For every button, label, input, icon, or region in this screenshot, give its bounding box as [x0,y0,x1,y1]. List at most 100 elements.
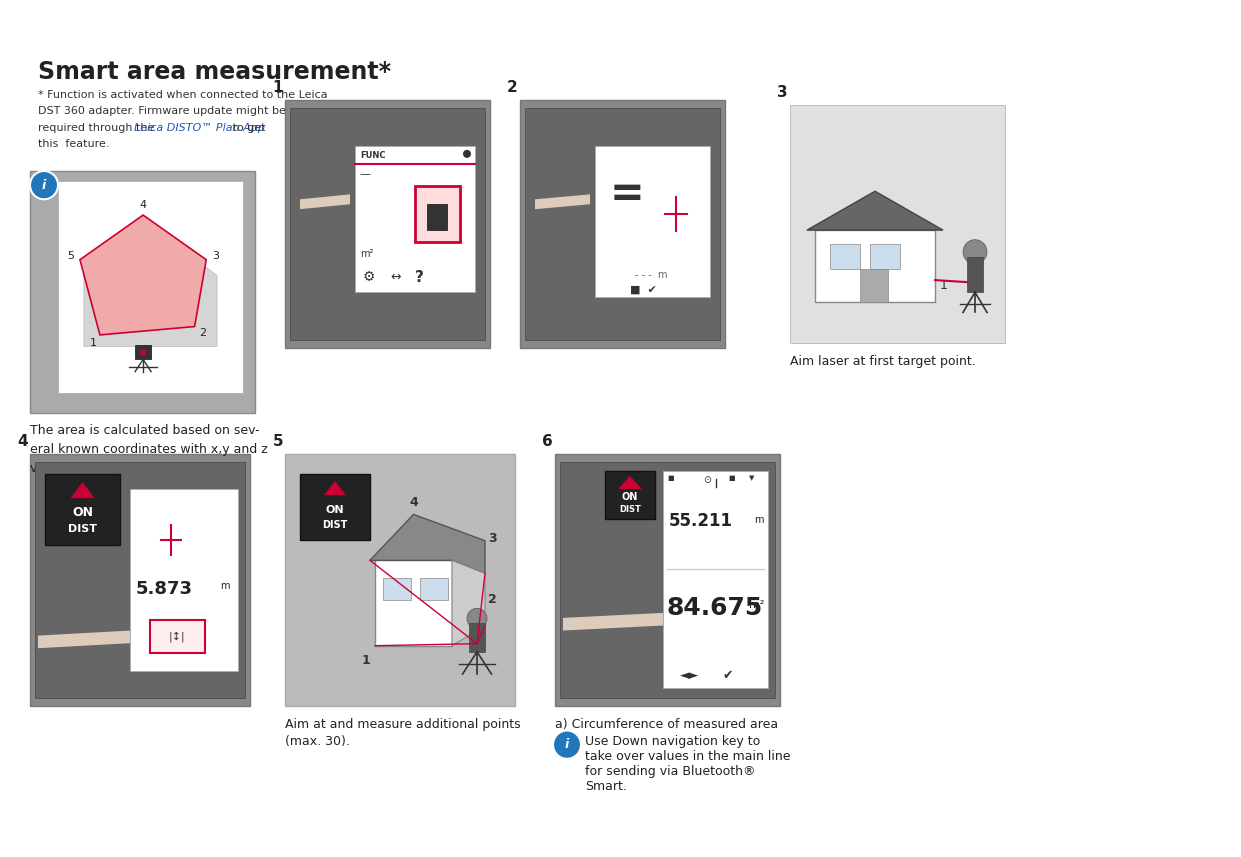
Point [452,659,467,669]
Bar [870,243,900,269]
Polygon shape [618,476,642,489]
Circle shape [30,171,58,200]
Line: 2 pts: 2 pts [370,560,477,644]
Point [757,564,772,574]
Bar [791,105,1005,343]
Point [709,474,724,484]
Point [953,299,968,309]
Bar [427,204,447,230]
Text: ?: ? [414,270,424,285]
Point [469,668,484,679]
Point [144,367,159,377]
Text: take over values in the main line: take over values in the main line [585,750,791,763]
Bar [375,560,452,645]
Point [347,159,362,169]
Bar [414,186,460,242]
Point [135,367,150,377]
Bar [383,578,411,600]
Point [150,362,165,372]
Point [122,362,137,372]
Text: Smart.: Smart. [585,780,627,793]
Point [469,638,484,649]
Text: ■: ■ [666,475,674,481]
Text: =: = [611,173,645,215]
Text: ◄►: ◄► [680,669,699,682]
Point [927,275,942,285]
Bar [594,146,710,297]
Text: ▼: ▼ [750,475,755,481]
Bar [560,462,774,698]
Text: Aim laser at first target point.: Aim laser at first target point. [791,355,975,368]
Bar [830,243,860,269]
Polygon shape [563,613,663,631]
Bar [30,171,254,413]
Bar [30,454,249,706]
Text: 2: 2 [508,81,517,95]
Line: 2 pts: 2 pts [135,359,143,372]
Text: i: i [42,178,46,192]
Polygon shape [535,195,589,209]
Bar [520,100,725,348]
Bar [355,146,475,292]
Point [968,287,983,297]
Line: 2 pts: 2 pts [477,652,491,674]
Point [484,668,499,679]
Bar [135,345,151,359]
Text: m²: m² [748,600,764,609]
Point [367,640,382,650]
Point [469,638,484,649]
Point [983,299,998,309]
Text: 1: 1 [273,81,283,95]
Text: 3: 3 [777,86,788,100]
Text: 4: 4 [139,200,146,210]
Bar [285,100,490,348]
Line: 2 pts: 2 pts [143,359,151,372]
Text: Operations: Operations [15,9,137,28]
Text: DIST: DIST [323,520,347,530]
Polygon shape [807,191,943,231]
Point [968,287,983,297]
Bar [419,578,448,600]
Text: 1: 1 [939,279,948,292]
Point [469,638,484,649]
Circle shape [140,350,146,356]
Text: ON: ON [72,506,93,519]
Bar [35,462,244,698]
Text: ⊙: ⊙ [702,475,711,485]
Text: 2: 2 [488,593,496,606]
Text: 6: 6 [542,434,553,449]
Point [709,482,724,492]
Point [455,668,470,679]
Text: —: — [359,169,370,179]
Point [979,308,994,318]
Polygon shape [38,631,130,648]
Text: 1: 1 [91,338,97,348]
Line: 2 pts: 2 pts [463,652,477,674]
Point [469,638,484,649]
Text: - - -  m: - - - m [635,270,668,280]
Point [478,568,493,578]
Text: ⚙: ⚙ [364,270,376,284]
Text: Smart area measurement*: Smart area measurement* [38,60,391,84]
Text: m: m [221,581,230,591]
Text: m²: m² [360,249,374,259]
Bar [663,471,768,688]
Text: Aim at and measure additional points: Aim at and measure additional points [285,718,521,731]
Bar [285,454,515,706]
Point [488,659,503,669]
Line: 2 pts: 2 pts [477,573,485,644]
Point [469,647,484,657]
Point [469,647,484,657]
Text: 55.211: 55.211 [669,512,733,530]
Point [362,555,377,566]
Text: 5: 5 [67,251,74,261]
Line: 2 pts: 2 pts [934,280,967,282]
Text: 51: 51 [1181,820,1216,844]
Text: m: m [755,515,764,524]
Bar [58,181,243,393]
Text: i: i [565,738,570,752]
Text: 4: 4 [17,434,29,449]
Text: ON: ON [325,505,344,515]
Text: The area is calculated based on sev-
eral known coordinates with x,y and z
value: The area is calculated based on sev- era… [30,423,268,475]
Polygon shape [84,228,217,346]
